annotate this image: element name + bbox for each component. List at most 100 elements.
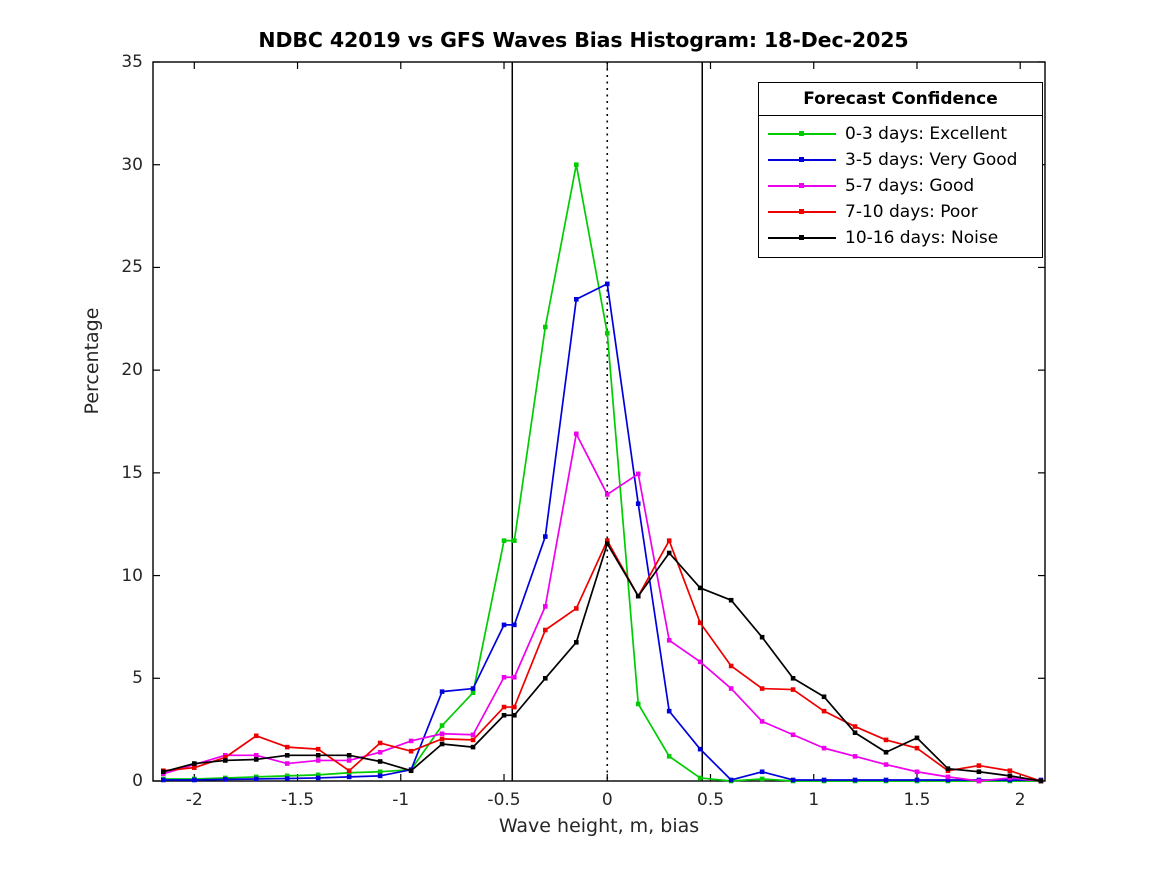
legend: Forecast Confidence 0-3 days: Excellent 3… bbox=[758, 82, 1043, 258]
data-point bbox=[666, 754, 672, 759]
data-point bbox=[192, 777, 197, 783]
data-point bbox=[697, 659, 703, 665]
data-point bbox=[883, 749, 889, 755]
data-point bbox=[470, 686, 476, 691]
data-point bbox=[253, 757, 259, 762]
data-point bbox=[222, 777, 228, 782]
data-point bbox=[976, 769, 982, 775]
data-point bbox=[377, 749, 383, 755]
legend-item-2[interactable]: 3-5 days: Very Good bbox=[759, 147, 1042, 173]
data-point bbox=[666, 550, 672, 556]
data-point bbox=[945, 777, 951, 783]
data-point bbox=[512, 712, 517, 718]
legend-item-1[interactable]: 0-3 days: Excellent bbox=[759, 121, 1042, 147]
data-point bbox=[821, 708, 827, 714]
data-point bbox=[161, 777, 166, 783]
data-point bbox=[790, 687, 796, 692]
y-tick-label: 10 bbox=[121, 565, 143, 586]
data-point bbox=[253, 733, 259, 739]
y-tick-label: 5 bbox=[132, 668, 143, 689]
x-tick-label: 1 bbox=[808, 790, 820, 810]
data-point bbox=[346, 753, 352, 758]
y-tick-label: 0 bbox=[132, 771, 143, 791]
data-point bbox=[377, 759, 383, 764]
x-tick-label: 0.5 bbox=[696, 790, 725, 810]
data-point bbox=[543, 324, 548, 330]
data-point bbox=[315, 775, 321, 781]
data-point bbox=[790, 777, 796, 783]
legend-item-3[interactable]: 5-7 days: Good bbox=[759, 173, 1042, 199]
legend-item-4[interactable]: 7-10 days: Poor bbox=[759, 199, 1042, 225]
data-point bbox=[728, 663, 734, 669]
legend-color-swatch-icon bbox=[768, 231, 836, 245]
data-point bbox=[1007, 773, 1013, 779]
legend-title: Forecast Confidence bbox=[759, 83, 1042, 116]
data-point bbox=[253, 753, 259, 758]
data-point bbox=[697, 746, 703, 752]
data-point bbox=[253, 776, 259, 782]
data-point bbox=[284, 744, 290, 750]
data-point bbox=[315, 758, 321, 763]
y-tick-label: 20 bbox=[121, 360, 143, 381]
data-point bbox=[759, 634, 765, 640]
data-point bbox=[759, 769, 765, 775]
data-point bbox=[543, 675, 548, 681]
data-point bbox=[728, 777, 734, 783]
data-point bbox=[573, 606, 579, 611]
data-point bbox=[192, 765, 197, 770]
data-point bbox=[914, 769, 920, 775]
x-tick-label: -1.5 bbox=[280, 790, 315, 810]
data-point bbox=[222, 758, 228, 763]
data-point bbox=[470, 732, 476, 738]
data-point bbox=[501, 674, 507, 680]
data-point bbox=[945, 774, 951, 780]
legend-item-label: 0-3 days: Excellent bbox=[845, 124, 1008, 144]
legend-item-label: 3-5 days: Very Good bbox=[845, 150, 1018, 170]
data-point bbox=[408, 738, 414, 744]
data-point bbox=[945, 766, 951, 771]
data-point bbox=[284, 753, 290, 758]
x-tick-label: -0.5 bbox=[487, 790, 521, 810]
data-point bbox=[284, 761, 290, 766]
data-point bbox=[697, 775, 703, 781]
data-point bbox=[666, 637, 672, 643]
data-point bbox=[284, 773, 290, 779]
legend-item-5[interactable]: 10-16 days: Noise bbox=[759, 225, 1042, 251]
data-point bbox=[543, 534, 548, 539]
data-point bbox=[543, 604, 548, 609]
data-point bbox=[501, 712, 507, 718]
data-point bbox=[1007, 768, 1013, 774]
data-point bbox=[914, 777, 920, 783]
data-point bbox=[852, 730, 858, 736]
data-point bbox=[501, 538, 507, 543]
data-point bbox=[346, 774, 352, 780]
legend-color-swatch-icon bbox=[768, 205, 836, 219]
data-point bbox=[377, 740, 383, 746]
data-point bbox=[635, 501, 641, 506]
data-point bbox=[284, 776, 290, 781]
data-point bbox=[512, 704, 517, 710]
data-point bbox=[315, 753, 321, 758]
data-point bbox=[604, 330, 610, 336]
series-line bbox=[163, 283, 1041, 781]
data-point bbox=[222, 755, 228, 760]
data-point bbox=[883, 737, 889, 743]
data-point bbox=[192, 761, 197, 766]
legend-color-swatch-icon bbox=[768, 153, 836, 167]
data-point bbox=[635, 471, 641, 477]
data-point bbox=[976, 778, 982, 784]
data-point bbox=[914, 735, 920, 741]
data-point bbox=[501, 622, 507, 628]
data-point bbox=[852, 754, 858, 759]
legend-color-swatch-icon bbox=[768, 127, 836, 141]
x-tick-label: -1 bbox=[392, 790, 410, 810]
data-point bbox=[501, 704, 507, 710]
data-point bbox=[512, 674, 517, 680]
data-point bbox=[821, 777, 827, 783]
y-tick-label: 35 bbox=[121, 52, 143, 72]
data-point bbox=[439, 741, 445, 747]
legend-rows: 0-3 days: Excellent 3-5 days: Very Good 5-… bbox=[759, 116, 1042, 257]
data-point bbox=[914, 745, 920, 751]
y-axis-label: Percentage bbox=[12, 308, 172, 415]
